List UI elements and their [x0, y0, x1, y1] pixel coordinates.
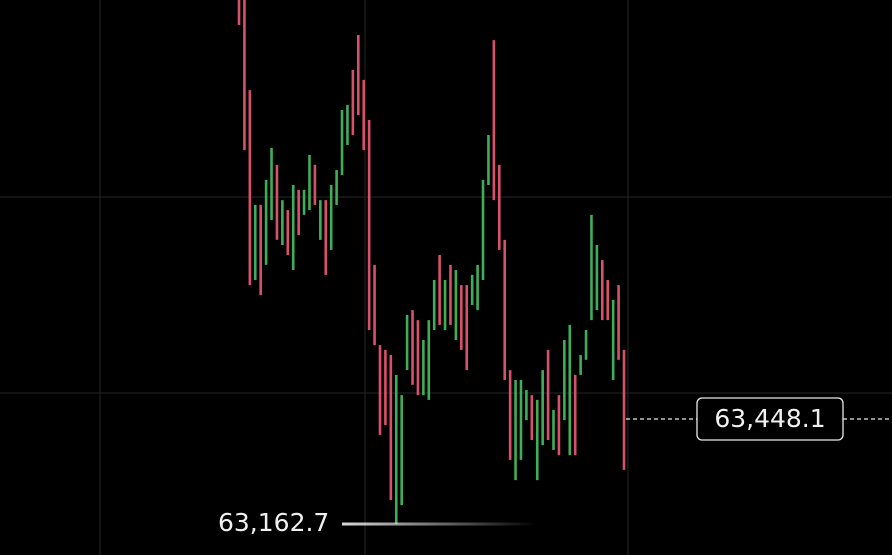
last-price-box: [696, 397, 844, 441]
low-label: 63,162.7: [218, 508, 329, 537]
low-marker-line: [342, 522, 537, 526]
last-price-label: 63,448.1: [714, 404, 825, 433]
